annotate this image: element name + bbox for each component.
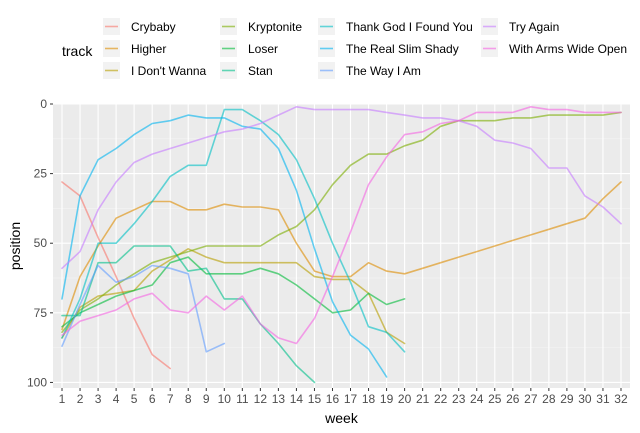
x-tick-label: 29: [560, 392, 574, 406]
legend-item-stan: Stan: [220, 62, 273, 79]
x-tick-label: 27: [524, 392, 538, 406]
legend-label: Kryptonite: [248, 20, 302, 34]
x-tick-label: 21: [416, 392, 430, 406]
x-tick-label: 16: [326, 392, 340, 406]
legend-item-the-real-slim-shady: The Real Slim Shady: [318, 40, 459, 57]
y-tick-label: 100: [27, 375, 47, 389]
legend-label: Loser: [248, 42, 278, 56]
series-line-try-again: [61, 106, 622, 270]
x-tick-label: 4: [113, 392, 120, 406]
x-tick-label: 9: [203, 392, 210, 406]
x-tick-label: 28: [542, 392, 556, 406]
legend-item-kryptonite: Kryptonite: [220, 18, 302, 35]
x-tick-label: 30: [578, 392, 592, 406]
x-tick-label: 31: [596, 392, 610, 406]
x-tick-label: 17: [344, 392, 358, 406]
x-axis-title: week: [324, 410, 359, 426]
legend-item-thank-god-i-found-you: Thank God I Found You: [318, 18, 473, 35]
x-tick-label: 20: [398, 392, 412, 406]
legend-label: The Real Slim Shady: [346, 42, 459, 56]
x-tick-label: 8: [185, 392, 192, 406]
legend-label: Stan: [248, 64, 273, 78]
series-line-the-real-slim-shady: [61, 114, 388, 378]
x-tick-label: 5: [131, 392, 138, 406]
legend-item-higher: Higher: [103, 40, 166, 57]
y-tick-label: 50: [34, 236, 48, 250]
legend-item-the-way-i-am: The Way I Am: [318, 62, 421, 79]
y-tick-label: 75: [34, 306, 48, 320]
x-tick-label: 7: [167, 392, 174, 406]
x-tick-label: 2: [77, 392, 84, 406]
legend-label: Crybaby: [131, 20, 176, 34]
series-line-kryptonite: [61, 111, 622, 334]
x-tick-label: 13: [272, 392, 286, 406]
series-lines: [61, 106, 622, 384]
legend-title: track: [62, 43, 93, 59]
series-line-loser: [61, 256, 406, 328]
legend-item-with-arms-wide-open: With Arms Wide Open: [481, 40, 627, 57]
legend-label: Higher: [131, 42, 166, 56]
series-line-higher: [61, 181, 622, 331]
legend-label: The Way I Am: [346, 64, 421, 78]
y-axis-title: position: [7, 222, 23, 270]
legend-label: With Arms Wide Open: [509, 42, 627, 56]
x-tick-label: 24: [470, 392, 484, 406]
y-tick-label: 0: [40, 97, 47, 111]
x-tick-label: 12: [254, 392, 268, 406]
x-axis: 1 2 3 4 5 6 7 8 9 10 11 12 13 14 15 16 17 18 19 20 21 22 23 24 2…: [59, 388, 628, 406]
legend-item-loser: Loser: [220, 40, 278, 57]
legend-item-try-again: Try Again: [481, 18, 559, 35]
series-line-thank-god-i-found-you: [61, 108, 406, 353]
x-tick-label: 15: [308, 392, 322, 406]
series-line-i-don-t-wanna: [61, 248, 406, 345]
x-tick-label: 22: [434, 392, 448, 406]
x-tick-label: 19: [380, 392, 394, 406]
x-tick-label: 3: [95, 392, 102, 406]
legend-item-crybaby: Crybaby: [103, 18, 176, 35]
legend: track Crybaby Higher I Don't Wanna Kryptoni…: [62, 18, 627, 79]
x-tick-label: 26: [506, 392, 520, 406]
y-tick-label: 25: [34, 167, 48, 181]
legend-label: Thank God I Found You: [346, 20, 473, 34]
series-line-with-arms-wide-open: [61, 106, 622, 345]
x-tick-label: 25: [488, 392, 502, 406]
series-line-stan: [61, 245, 316, 384]
x-tick-label: 11: [236, 392, 249, 406]
x-tick-label: 18: [362, 392, 376, 406]
y-axis: 0 25 50 75 100: [27, 97, 53, 389]
legend-item-i-don-t-wanna: I Don't Wanna: [103, 62, 207, 79]
x-tick-label: 1: [59, 392, 66, 406]
x-tick-label: 32: [614, 392, 628, 406]
x-tick-label: 23: [452, 392, 466, 406]
x-tick-label: 14: [290, 392, 304, 406]
x-tick-label: 10: [218, 392, 232, 406]
series-line-the-way-i-am: [61, 264, 226, 353]
legend-label: Try Again: [509, 20, 559, 34]
legend-label: I Don't Wanna: [131, 64, 207, 78]
x-tick-label: 6: [149, 392, 156, 406]
